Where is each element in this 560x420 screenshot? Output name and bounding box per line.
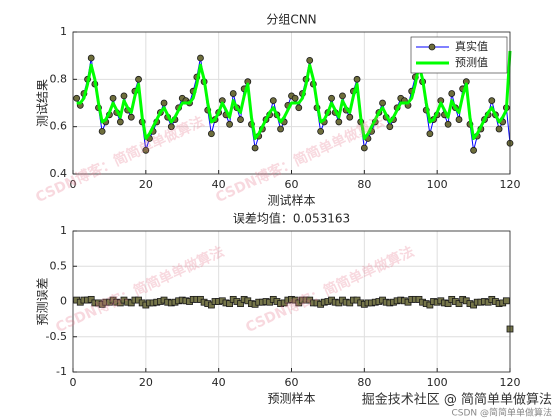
chart-title: 分组CNN [266,13,316,27]
y-tick-label: 0.4 [50,167,68,180]
x-tick-label: 60 [285,376,299,389]
data-point [135,75,142,83]
data-point [197,54,204,62]
x-tick-label: 100 [427,376,448,389]
y-axis-label: 预测误差 [36,277,50,325]
y-tick-label: 1 [60,224,67,237]
series-layer [73,50,514,154]
legend-marker [428,43,436,51]
data-point [127,113,135,121]
data-point [455,116,463,123]
y-tick-label: -1 [56,365,67,378]
data-point [495,125,503,133]
x-tick-label: 120 [500,376,521,389]
data-point [237,116,244,123]
data-point [346,113,354,121]
data-point [87,54,95,62]
data-point [353,75,361,83]
data-point [291,94,299,102]
data-point [207,130,215,138]
x-axis-label: 测试样本 [267,193,315,208]
data-point [98,127,106,135]
x-axis-label: 预测样本 [267,391,315,406]
y-tick-label: -0.5 [46,330,67,343]
data-point [379,99,386,107]
data-line [76,50,512,140]
data-point [426,130,434,138]
data-point [237,300,244,308]
watermark: CSDN @简简单单做算法 [451,407,552,419]
x-tick-label: 60 [285,178,299,191]
x-tick-label: 0 [70,376,77,389]
x-tick-label: 100 [427,178,448,191]
x-tick-label: 20 [139,178,153,191]
series-layer [73,295,514,333]
chart-title: 误差均值：0.053163 [233,211,350,226]
data-point [470,146,477,154]
data-point [73,94,81,102]
data-point [295,104,303,112]
data-point [142,146,150,154]
y-axis-label: 测试结果 [35,79,50,127]
y-tick-label: 0.5 [50,259,68,272]
y-tick-label: 0 [60,295,67,308]
data-point [386,123,394,131]
legend-box [410,36,508,74]
data-point [269,97,277,105]
data-point [488,97,496,105]
data-point [167,123,175,131]
data-point [229,90,237,97]
legend-label: 预测值 [455,56,488,69]
data-point [444,120,452,128]
data-point [360,144,368,152]
data-point [455,300,463,308]
data-point [426,301,434,309]
data-point [226,120,233,128]
data-point [328,94,335,102]
data-point [87,295,95,303]
data-point [502,297,510,305]
data-point [306,57,314,64]
data-point [160,99,168,107]
data-point [120,92,128,100]
x-tick-label: 80 [357,178,371,191]
axes-box [72,31,511,175]
x-tick-label: 40 [212,178,226,191]
data-point [116,118,124,126]
data-point [448,90,456,97]
y-tick-label: 0.6 [50,120,68,133]
data-point [207,301,215,309]
watermark: 掘金技术社区 @ 简简单单做算法 [362,392,552,408]
x-tick-label: 40 [212,376,226,389]
legend-label: 真实值 [455,39,488,53]
data-point [226,300,233,308]
data-point [444,300,452,308]
axes-box [72,230,511,373]
x-tick-label: 20 [139,376,153,389]
data-point [339,92,346,100]
y-tick-label: 1 [60,25,67,38]
data-point [335,118,343,126]
y-tick-label: 0.8 [50,72,68,85]
x-tick-label: 0 [70,178,77,191]
data-point [109,94,117,102]
data-point [251,144,259,152]
data-point [277,125,284,133]
x-tick-label: 80 [357,376,371,389]
data-point [317,127,325,135]
x-tick-label: 120 [500,178,521,191]
